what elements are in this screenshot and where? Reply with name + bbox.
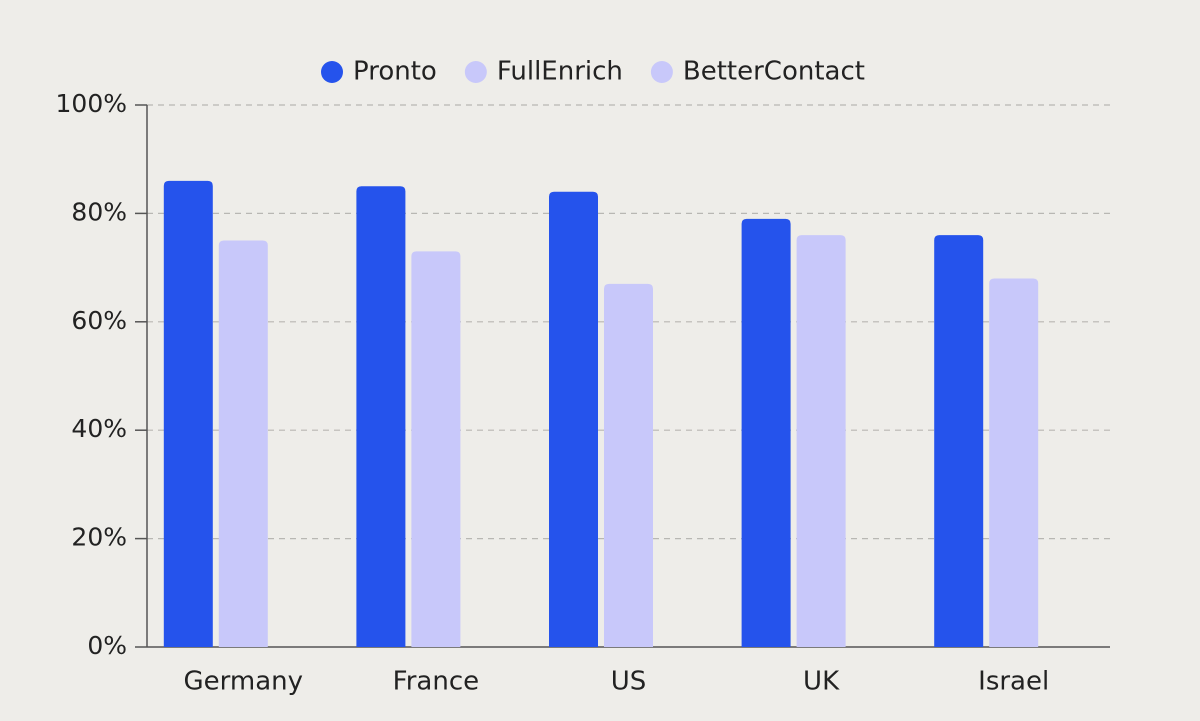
x-tick-label: Germany <box>184 667 304 697</box>
bar <box>356 186 406 648</box>
y-tick-label: 100% <box>56 89 127 118</box>
bar <box>796 235 846 647</box>
bar <box>604 283 653 647</box>
legend-label: Pronto <box>353 57 437 87</box>
y-tick-label: 0% <box>87 631 127 660</box>
bar <box>411 251 461 647</box>
x-tick-label: Israel <box>978 667 1049 697</box>
bar <box>934 235 984 647</box>
bar <box>741 218 791 647</box>
y-tick-label: 40% <box>71 414 127 443</box>
y-tick-label: 80% <box>71 197 127 226</box>
y-tick-label: 20% <box>71 523 127 552</box>
legend-marker <box>650 61 673 83</box>
bar <box>163 180 213 647</box>
y-tick-label: 60% <box>71 306 127 335</box>
legend-label: BetterContact <box>683 57 865 87</box>
legend-marker <box>321 61 343 83</box>
x-tick-label: UK <box>803 667 840 697</box>
bar <box>549 191 598 647</box>
bar <box>218 240 268 647</box>
legend-marker <box>464 61 487 83</box>
legend-label: FullEnrich <box>497 57 623 87</box>
x-tick-label: US <box>611 667 647 697</box>
bar <box>989 278 1039 647</box>
x-tick-label: France <box>393 667 479 697</box>
